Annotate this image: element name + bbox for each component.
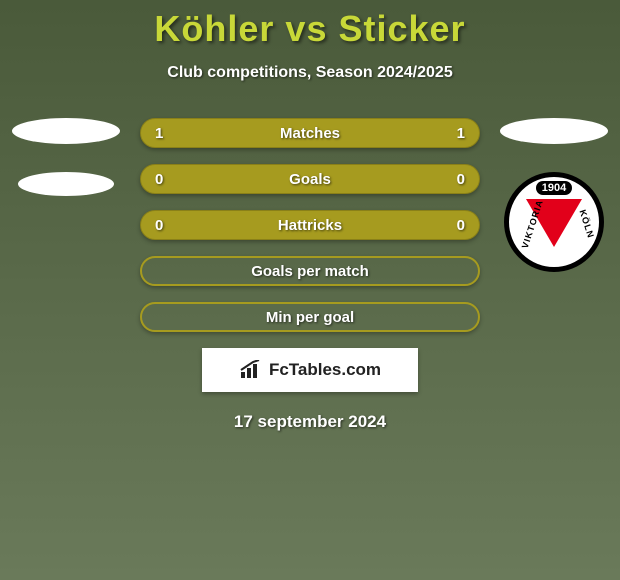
stat-label: Hattricks bbox=[278, 217, 342, 234]
stat-right-value: 1 bbox=[457, 125, 465, 142]
club-year-badge: 1904 bbox=[536, 181, 572, 195]
stat-row-matches: 1 Matches 1 bbox=[140, 118, 480, 148]
stat-left-value: 0 bbox=[155, 217, 163, 234]
stat-label: Min per goal bbox=[266, 309, 354, 326]
stat-row-goals: 0 Goals 0 bbox=[140, 164, 480, 194]
page-title: Köhler vs Sticker bbox=[0, 0, 620, 50]
right-player-icons: 1904 V VIKTORIA KÖLN bbox=[494, 118, 614, 272]
stat-right-value: 0 bbox=[457, 217, 465, 234]
brand-text: FcTables.com bbox=[269, 360, 381, 380]
placeholder-ellipse bbox=[500, 118, 608, 144]
chart-icon bbox=[239, 360, 263, 380]
stat-left-value: 1 bbox=[155, 125, 163, 142]
snapshot-date: 17 september 2024 bbox=[0, 412, 620, 432]
stat-row-hattricks: 0 Hattricks 0 bbox=[140, 210, 480, 240]
stat-right-value: 0 bbox=[457, 171, 465, 188]
brand-badge: FcTables.com bbox=[202, 348, 418, 392]
stat-label: Matches bbox=[280, 125, 340, 142]
stats-bars: 1 Matches 1 0 Goals 0 0 Hattricks 0 Goal… bbox=[140, 118, 480, 332]
club-logo-viktoria-koln: 1904 V VIKTORIA KÖLN bbox=[504, 172, 604, 272]
placeholder-ellipse bbox=[12, 118, 120, 144]
left-player-icons bbox=[6, 118, 126, 224]
stat-left-value: 0 bbox=[155, 171, 163, 188]
stat-row-goals-per-match: Goals per match bbox=[140, 256, 480, 286]
placeholder-ellipse bbox=[18, 172, 114, 196]
comparison-content: 1904 V VIKTORIA KÖLN 1 Matches 1 0 Goals… bbox=[0, 118, 620, 432]
stat-row-min-per-goal: Min per goal bbox=[140, 302, 480, 332]
page-subtitle: Club competitions, Season 2024/2025 bbox=[0, 64, 620, 82]
stat-label: Goals bbox=[289, 171, 331, 188]
stat-label: Goals per match bbox=[251, 263, 369, 280]
